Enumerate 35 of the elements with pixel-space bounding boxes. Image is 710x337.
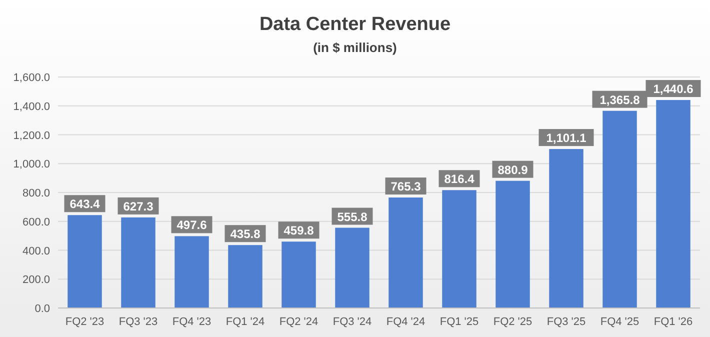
y-tick-label: 0.0: [34, 303, 50, 315]
x-tick-label: FQ4 '25: [600, 316, 640, 328]
data-label: 765.3: [390, 180, 422, 194]
chart-subtitle: (in $ millions): [313, 40, 397, 55]
x-tick-label: FQ1 '25: [440, 316, 479, 328]
y-tick-label: 800.0: [22, 188, 50, 200]
x-tick-label: FQ1 '24: [226, 316, 265, 328]
x-tick-label: FQ4 '24: [386, 316, 426, 328]
y-tick-label: 1,000.0: [13, 158, 50, 171]
x-tick-label: FQ3 '25: [546, 316, 586, 328]
y-tick-label: 200.0: [22, 274, 50, 286]
x-tick-label: FQ3 '24: [332, 316, 372, 328]
data-label: 459.8: [284, 224, 314, 238]
data-label: 643.4: [70, 197, 100, 212]
y-tick-label: 600.0: [22, 216, 50, 228]
x-tick-label: FQ2 '23: [65, 316, 104, 328]
data-label: 555.8: [337, 210, 368, 224]
y-tick-label: 1,200.0: [13, 130, 50, 142]
data-label: 1,440.6: [653, 82, 694, 96]
data-label: 497.6: [176, 218, 208, 232]
x-tick-label: FQ2 '25: [493, 316, 532, 328]
data-label: 435.8: [230, 227, 261, 242]
data-label: 816.4: [444, 172, 475, 186]
data-label: 1,101.1: [546, 131, 587, 146]
data-label: 880.9: [498, 162, 528, 177]
x-tick-label: FQ4 '23: [172, 316, 212, 328]
y-tick-label: 400.0: [22, 245, 50, 258]
data-label: 627.3: [123, 199, 154, 214]
x-tick-label: FQ1 '26: [654, 316, 693, 328]
y-tick-label: 1,400.0: [13, 100, 50, 113]
y-tick-label: 1,600.0: [13, 72, 50, 84]
chart-title: Data Center Revenue: [259, 14, 451, 35]
x-tick-label: FQ2 '24: [279, 316, 318, 328]
x-tick-label: FQ3 '23: [118, 316, 158, 328]
data-label: 1,365.8: [600, 92, 640, 107]
